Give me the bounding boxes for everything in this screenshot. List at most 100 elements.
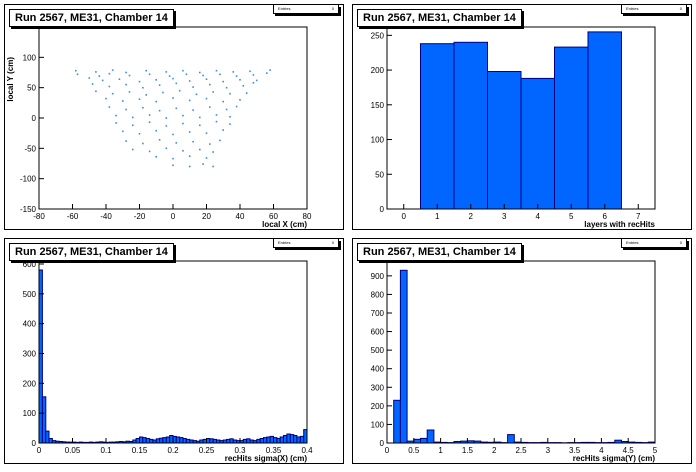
- x-tick-label: 3.5: [569, 446, 581, 455]
- x-tick-label: 0.25: [199, 446, 215, 455]
- data-point: [148, 121, 151, 123]
- stats-label: Entries: [278, 240, 291, 245]
- histogram-bar: [269, 435, 275, 444]
- panel-title: Run 2567, ME31, Chamber 14: [357, 9, 522, 27]
- y-axis-title: local Y (cm): [6, 57, 15, 102]
- x-tick-label: 6: [603, 212, 608, 221]
- sigma-y-histogram-panel: 0 0.5 1 1.5 2 2.5 3 3.5 4 4.5 5 0 100 200 300 400 500 600…: [352, 238, 692, 464]
- stats-value: 0: [331, 240, 334, 245]
- data-point: [202, 74, 204, 77]
- stats-value: 0: [331, 6, 334, 11]
- data-point: [128, 74, 131, 77]
- data-point: [255, 79, 258, 82]
- stats-label: Entries: [626, 240, 639, 245]
- histogram-bar: [453, 41, 488, 210]
- data-point: [205, 157, 208, 159]
- x-tick-label: 4: [599, 446, 604, 455]
- data-point: [269, 69, 271, 71]
- histogram-bar: [487, 71, 522, 210]
- data-point: [192, 140, 194, 143]
- y-tick-label: 100: [371, 420, 385, 429]
- data-point: [215, 114, 218, 116]
- x-tick-label: -20: [134, 212, 146, 221]
- histogram-bar: [273, 437, 278, 444]
- y-tick-label: 50: [375, 170, 384, 179]
- y-tick-label: 100: [371, 136, 385, 145]
- y-tick-label: 50: [27, 84, 36, 93]
- data-point: [188, 131, 191, 133]
- data-point: [158, 109, 161, 112]
- sigma-x-histogram: 0 0.05 0.1 0.15 0.2 0.25 0.3 0.35 0.4 0 100 200 300 4…: [23, 260, 313, 463]
- histogram-bar: [520, 77, 555, 210]
- data-point: [175, 142, 178, 144]
- data-point: [145, 69, 147, 72]
- x-tick-label: 0.15: [132, 446, 148, 455]
- data-point: [142, 86, 144, 89]
- data-point: [108, 106, 111, 108]
- data-point: [182, 114, 184, 117]
- panel-title: Run 2567, ME31, Chamber 14: [9, 9, 174, 27]
- data-point: [155, 156, 157, 158]
- x-tick-label: 4: [536, 212, 541, 221]
- y-tick-label: -150: [20, 205, 37, 214]
- x-axis-title: layers with recHits: [584, 220, 655, 229]
- y-tick-label: 400: [23, 320, 37, 329]
- data-point: [165, 147, 168, 150]
- plot-frame: [38, 260, 308, 444]
- data-point: [192, 86, 194, 88]
- data-point: [98, 75, 101, 77]
- data-point: [101, 79, 104, 82]
- data-point: [111, 92, 114, 95]
- data-point: [125, 83, 127, 86]
- x-tick-label: 3: [546, 446, 551, 455]
- data-point: [205, 97, 208, 100]
- data-point: [108, 85, 111, 88]
- data-point: [245, 92, 248, 94]
- x-tick-label: 0.35: [266, 446, 282, 455]
- histogram-bar: [242, 438, 248, 444]
- data-point: [138, 133, 141, 135]
- stats-box: Entries 0: [273, 239, 339, 248]
- panel-title: Run 2567, ME31, Chamber 14: [9, 243, 174, 261]
- data-point: [219, 139, 221, 142]
- data-point: [188, 80, 191, 82]
- data-point: [165, 71, 168, 73]
- x-tick-label: 0.1: [100, 446, 112, 455]
- y-tick-label: 0: [380, 205, 385, 214]
- y-tick-label: 700: [371, 309, 385, 318]
- data-point: [132, 148, 134, 151]
- y-tick-label: 300: [23, 349, 37, 358]
- data-point: [125, 140, 127, 142]
- histogram-bar: [420, 437, 428, 444]
- histogram-bar: [229, 438, 234, 444]
- x-tick-label: 0.3: [234, 446, 246, 455]
- data-point: [111, 69, 114, 71]
- data-point: [115, 122, 117, 124]
- data-point: [172, 164, 174, 167]
- histogram-bar: [296, 436, 301, 444]
- data-point: [172, 97, 174, 99]
- data-point: [172, 157, 174, 160]
- x-tick-label: 5: [569, 212, 574, 221]
- x-tick-label: 0: [385, 446, 390, 455]
- histogram-bar: [209, 438, 214, 444]
- x-tick-label: 40: [236, 212, 245, 221]
- histogram-bar: [202, 438, 208, 444]
- data-point: [252, 82, 255, 84]
- data-point: [225, 108, 228, 111]
- y-tick-label: 100: [23, 53, 37, 62]
- data-point: [215, 120, 218, 123]
- data-point: [205, 78, 208, 80]
- data-point: [266, 72, 268, 74]
- data-point: [105, 97, 107, 100]
- data-point: [209, 106, 211, 108]
- data-point: [185, 73, 188, 76]
- data-point: [219, 73, 221, 76]
- y-tick-label: 400: [371, 365, 385, 374]
- data-point: [168, 75, 171, 77]
- data-point: [205, 132, 208, 134]
- x-tick-label: 3: [502, 212, 507, 221]
- histogram-bar: [259, 438, 265, 444]
- y-tick-label: 0: [32, 114, 37, 123]
- data-point: [108, 72, 111, 75]
